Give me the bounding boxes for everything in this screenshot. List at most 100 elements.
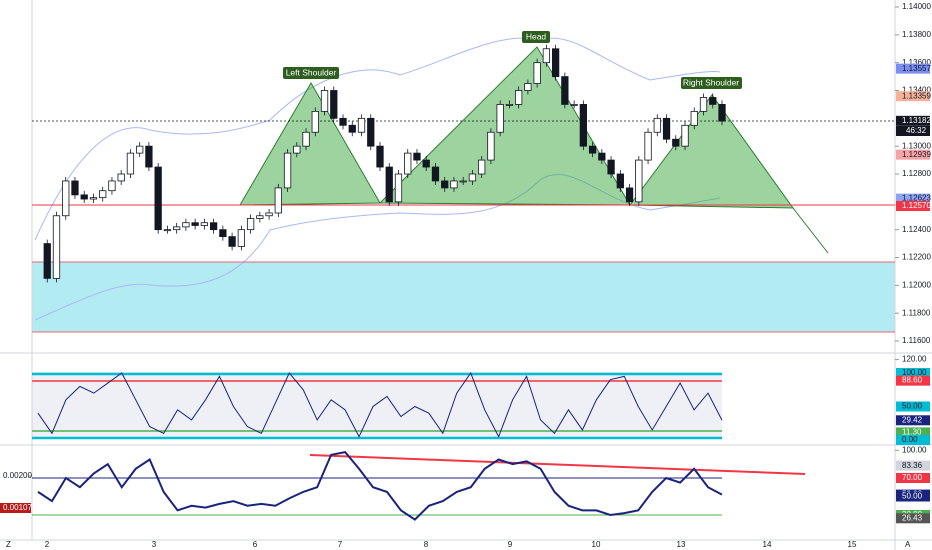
- rsi-line: [37, 371, 723, 438]
- candle-body: [413, 152, 421, 161]
- time-label: 6: [253, 540, 258, 549]
- candle-body: [348, 124, 356, 133]
- candle-body: [126, 152, 135, 175]
- candle-body: [339, 117, 347, 126]
- candle-body: [330, 90, 338, 119]
- time-label: 3: [152, 540, 157, 549]
- price-tag-label: 1.13359: [902, 91, 931, 100]
- label-box: [681, 77, 742, 89]
- candle-body: [80, 194, 88, 200]
- price-tag-label: 1.13557: [902, 64, 931, 73]
- candle-body: [607, 159, 615, 175]
- candle-body: [191, 222, 199, 226]
- price-tag: [896, 115, 930, 126]
- axis-tag: [896, 460, 930, 471]
- upper-band: [34, 37, 721, 241]
- rsi-axis-label: 120.00: [902, 355, 927, 364]
- rsi-band: [32, 372, 722, 438]
- candle-body: [551, 48, 560, 77]
- price-tag: [896, 91, 930, 102]
- axis-tag: [896, 513, 930, 524]
- price-tag: [896, 193, 930, 204]
- axis-tag: [896, 435, 930, 445]
- price-tick-label: 1.11800: [902, 308, 931, 317]
- price-tag-label: 1.12623: [902, 194, 931, 203]
- price-tick-label: 1.13600: [902, 58, 931, 67]
- candle-body: [496, 104, 504, 133]
- price-tag-label: 1.12570: [902, 201, 931, 210]
- countdown-box: [896, 126, 930, 136]
- price-tick-label: 1.12000: [902, 280, 931, 289]
- osc-axis-label: 70.00: [902, 473, 923, 482]
- price-tick-label: 1.14000: [902, 2, 931, 11]
- axis-tag: [896, 427, 930, 438]
- osc-axis-label: 50.00: [902, 492, 923, 501]
- rsi-axis-label: 50.00: [902, 402, 923, 411]
- candle-body: [635, 159, 643, 203]
- candle-body: [570, 104, 578, 106]
- axis-tag: [0, 503, 31, 513]
- time-label: 10: [592, 540, 601, 549]
- candle-body: [709, 97, 717, 105]
- corner-label: A: [905, 540, 911, 549]
- candle-body: [672, 138, 680, 147]
- candle-body: [357, 117, 366, 133]
- rsi-axis-label: 0.00: [902, 435, 918, 444]
- candle-body: [616, 173, 624, 189]
- price-tick-label: 1.12400: [902, 225, 931, 234]
- candle-body: [718, 104, 726, 122]
- candle-body: [200, 222, 209, 226]
- candle-body: [265, 212, 273, 217]
- pattern-label: Head: [526, 31, 547, 41]
- candle-body: [478, 159, 486, 175]
- osc-axis-label: 26.43: [902, 513, 923, 522]
- rsi-axis-label: 100.00: [902, 368, 927, 377]
- candle-body: [228, 236, 236, 247]
- pattern-label: Left Shoulder: [286, 67, 337, 77]
- candle-body: [52, 215, 61, 279]
- price-tag: [896, 63, 930, 74]
- left-axis-label: 0.00107: [3, 503, 32, 512]
- candle-body: [515, 90, 523, 105]
- demand-zone: [32, 262, 895, 332]
- candle-body: [209, 222, 218, 231]
- candle-body: [376, 145, 384, 168]
- price-tag: [896, 149, 930, 160]
- target-line: [792, 207, 829, 254]
- candle-body: [145, 145, 153, 168]
- price-tick-label: 1.13000: [902, 141, 931, 150]
- candle-body: [283, 152, 292, 189]
- oscillator-line: [37, 451, 723, 521]
- candle-body: [468, 173, 477, 182]
- candle-body: [524, 83, 532, 91]
- candle-body: [62, 180, 70, 217]
- candle-body: [533, 62, 541, 84]
- divergence-line: [309, 454, 806, 475]
- candle-body: [154, 166, 162, 231]
- candle-body: [588, 145, 597, 154]
- left-shoulder-shape: [239, 82, 381, 206]
- axis-tag: [896, 368, 930, 378]
- corner-label: Z: [6, 540, 11, 549]
- candle-body: [89, 197, 98, 200]
- time-label: 7: [338, 540, 343, 549]
- candle-body: [385, 166, 393, 203]
- price-tick-label: 1.11600: [902, 336, 931, 345]
- candle-body: [163, 229, 172, 232]
- time-label: 15: [848, 540, 857, 549]
- candle-body: [487, 131, 495, 161]
- candle-body: [450, 180, 458, 189]
- candle-body: [311, 110, 319, 133]
- osc-axis-label: 100.00: [902, 445, 927, 454]
- price-tick-label: 1.13400: [902, 86, 931, 95]
- candle-body: [293, 145, 301, 154]
- candle-body: [404, 152, 412, 175]
- time-label: 2: [45, 540, 50, 549]
- candle-body: [699, 97, 708, 112]
- candle-body: [662, 117, 671, 140]
- price-tag-label: 1.12939: [902, 150, 931, 159]
- axis-tag: [896, 415, 930, 426]
- candle-body: [302, 131, 310, 147]
- candle-body: [136, 145, 144, 154]
